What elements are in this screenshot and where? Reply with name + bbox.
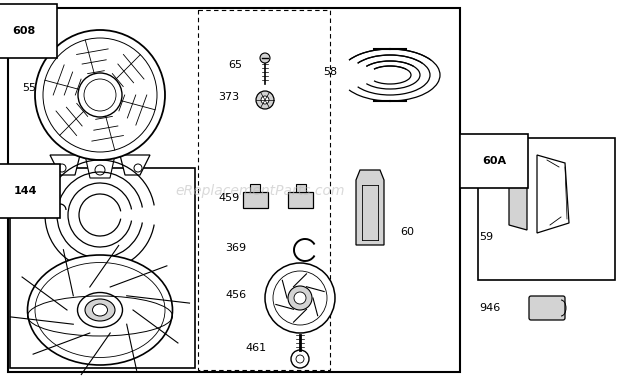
Text: 369: 369 bbox=[225, 243, 246, 253]
Polygon shape bbox=[356, 170, 384, 245]
Polygon shape bbox=[288, 192, 313, 208]
Circle shape bbox=[265, 263, 335, 333]
Text: 55: 55 bbox=[22, 83, 36, 93]
Text: 60: 60 bbox=[400, 227, 414, 237]
Circle shape bbox=[260, 53, 270, 63]
Text: 58: 58 bbox=[323, 67, 337, 77]
Bar bbox=[478, 138, 615, 280]
Polygon shape bbox=[50, 155, 80, 175]
Text: 60A: 60A bbox=[482, 156, 506, 166]
Text: 608: 608 bbox=[12, 26, 35, 36]
Text: 373: 373 bbox=[218, 92, 239, 102]
Circle shape bbox=[134, 164, 142, 172]
Polygon shape bbox=[85, 155, 115, 178]
Ellipse shape bbox=[85, 299, 115, 321]
Text: 946: 946 bbox=[479, 303, 500, 313]
Circle shape bbox=[296, 355, 304, 363]
Bar bbox=[10, 168, 195, 368]
Circle shape bbox=[35, 30, 165, 160]
Bar bbox=[198, 10, 330, 370]
Ellipse shape bbox=[27, 255, 172, 365]
Polygon shape bbox=[509, 160, 527, 230]
Polygon shape bbox=[296, 184, 306, 192]
Circle shape bbox=[95, 165, 105, 175]
Polygon shape bbox=[120, 155, 150, 175]
Circle shape bbox=[261, 96, 269, 104]
Polygon shape bbox=[243, 192, 268, 208]
Circle shape bbox=[78, 73, 122, 117]
Text: eReplacementParts.com: eReplacementParts.com bbox=[175, 184, 345, 198]
FancyBboxPatch shape bbox=[293, 316, 307, 328]
Ellipse shape bbox=[78, 293, 123, 327]
Bar bbox=[8, 8, 460, 372]
Text: 456: 456 bbox=[225, 290, 246, 300]
Circle shape bbox=[288, 286, 312, 310]
Circle shape bbox=[291, 350, 309, 368]
Circle shape bbox=[294, 292, 306, 304]
Circle shape bbox=[58, 164, 66, 172]
Polygon shape bbox=[250, 184, 260, 192]
Ellipse shape bbox=[92, 304, 107, 316]
Text: 59: 59 bbox=[479, 232, 493, 242]
Text: 459: 459 bbox=[218, 193, 239, 203]
Text: 144: 144 bbox=[14, 186, 37, 196]
Polygon shape bbox=[537, 155, 569, 233]
Text: 65: 65 bbox=[228, 60, 242, 70]
Circle shape bbox=[256, 91, 274, 109]
Text: 461: 461 bbox=[245, 343, 266, 353]
FancyBboxPatch shape bbox=[529, 296, 565, 320]
